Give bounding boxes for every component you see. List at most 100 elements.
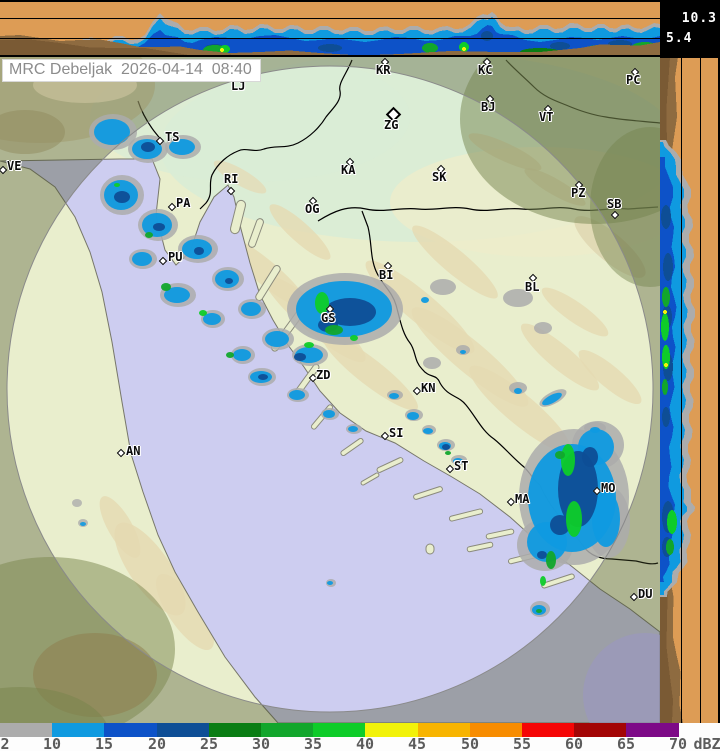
- echo-blob: [460, 350, 466, 354]
- echo-blob: [453, 458, 463, 464]
- colorbar-tick-65: 65: [616, 735, 636, 753]
- island: [248, 218, 264, 248]
- right-cross-section-graphic: [660, 57, 720, 723]
- colorbar-block-gray: [0, 723, 53, 737]
- echo-blob: [536, 609, 542, 613]
- echo-blob: [315, 292, 329, 314]
- city-label-ma: MA: [515, 492, 530, 506]
- border-slo-cro: [199, 59, 353, 210]
- echo-blob: [546, 551, 556, 569]
- echo-blob: [442, 444, 450, 450]
- echo-blob: [423, 357, 441, 369]
- city-label-zd: ZD: [316, 368, 331, 382]
- top-strip-echo-blob: [318, 44, 342, 52]
- right-strip-echo-blob: [663, 253, 673, 281]
- echo-blob: [225, 278, 233, 284]
- city-label-bl: BL: [525, 280, 540, 294]
- echo-blob: [550, 515, 570, 535]
- city-label-lj: LJ: [231, 79, 246, 93]
- colorbar-tick-55: 55: [512, 735, 532, 753]
- echo-blob: [141, 142, 155, 152]
- echo-blob: [350, 335, 358, 341]
- echo-blob: [132, 252, 152, 266]
- echo-blob: [194, 247, 204, 255]
- colorbar-block-g3: [313, 723, 366, 737]
- island: [485, 528, 515, 540]
- echo-blob: [304, 342, 314, 348]
- colorbar-block-g1: [208, 723, 262, 737]
- echo-blob: [582, 447, 598, 467]
- height-lower-label: 5.4: [666, 31, 693, 46]
- colorbar-block-b2: [104, 723, 158, 737]
- colorbar-block-yellow: [365, 723, 419, 737]
- terrain-blob: [99, 496, 141, 558]
- echo-blob: [80, 522, 86, 526]
- outer-terrain-layer: [0, 57, 660, 723]
- right-strip-right-border: [718, 57, 720, 723]
- top-strip-bottom-border: [0, 55, 660, 57]
- echo-blob: [114, 191, 130, 203]
- colorbar-block-darkred: [574, 723, 627, 737]
- right-strip-echo-blob: [663, 310, 667, 314]
- top-strip-echo-blob: [550, 42, 570, 50]
- echo-blob: [289, 390, 305, 400]
- terrain-blob: [412, 225, 498, 299]
- right-strip-echo-blob: [666, 539, 674, 555]
- terrain-blob: [520, 323, 600, 391]
- colorbar-tick-25: 25: [199, 735, 219, 753]
- right-strip-echo-blob: [664, 363, 668, 367]
- outer-terrain-blob: [0, 687, 107, 723]
- city-label-pz: PZ: [571, 186, 586, 200]
- echo-blob: [161, 283, 171, 291]
- city-label-ri: RI: [224, 172, 239, 186]
- city-label-si: SI: [389, 426, 404, 440]
- city-label-vt: VT: [539, 110, 554, 124]
- colorbar-block-b3: [156, 723, 210, 737]
- echo-blob: [555, 451, 565, 459]
- echo-blob: [114, 183, 120, 187]
- echo-blob: [226, 352, 234, 358]
- outer-terrain-blob: [590, 127, 660, 287]
- colorbar-tick-45: 45: [407, 735, 427, 753]
- city-label-du: DU: [638, 587, 653, 601]
- city-label-ka: KA: [341, 163, 356, 177]
- right-strip-echo-blob: [662, 407, 670, 427]
- echo-blob: [592, 491, 620, 547]
- top-strip-echo-blob: [422, 43, 438, 53]
- city-label-kn: KN: [421, 381, 436, 395]
- right-strip-top-border: [660, 57, 720, 58]
- colorbar-tick-60: 60: [564, 735, 584, 753]
- precipitation-echoes: [72, 114, 630, 617]
- colorbar-tick-40: 40: [355, 735, 375, 753]
- echo-blob: [323, 410, 335, 418]
- echo-blob: [153, 223, 165, 231]
- echo-blob: [265, 331, 289, 347]
- echo-blob: [199, 310, 207, 316]
- city-label-an: AN: [126, 444, 141, 458]
- echo-blob: [542, 392, 562, 406]
- right-strip-height-line: [700, 57, 702, 723]
- colorbar-block-red: [522, 723, 575, 737]
- outer-terrain-blob: [0, 110, 65, 154]
- island: [448, 508, 484, 522]
- right-strip-echo-blob: [662, 379, 668, 395]
- right-strip-echo-blob: [661, 205, 671, 229]
- terrain-blob: [469, 365, 571, 453]
- city-label-mo: MO: [601, 481, 616, 495]
- colorbar-block-amber: [417, 723, 471, 737]
- echo-blob: [566, 501, 582, 537]
- echo-blob: [514, 388, 522, 394]
- city-label-pa: PA: [176, 196, 191, 210]
- top-cross-section-graphic: [0, 0, 660, 57]
- echo-blob: [445, 451, 451, 455]
- city-label-sk: SK: [432, 170, 447, 184]
- echo-blob: [389, 393, 399, 399]
- radar-map-graphic: [0, 57, 660, 723]
- city-label-st: ST: [454, 459, 469, 473]
- echo-blob: [258, 374, 268, 380]
- echo-blob: [407, 412, 419, 420]
- echo-blob: [294, 353, 306, 361]
- colorbar-block-orange: [469, 723, 523, 737]
- top-strip-echo-blob: [481, 31, 493, 41]
